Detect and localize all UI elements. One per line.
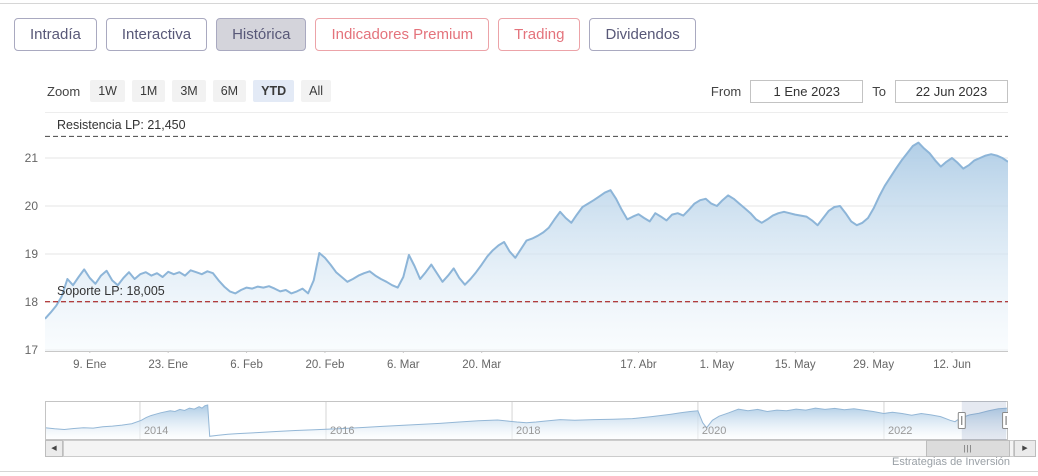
bottom-divider: [0, 471, 1038, 472]
x-axis-label: 20. Mar: [462, 359, 502, 371]
zoom-presets: Zoom 1W 1M 3M 6M YTD All: [47, 80, 332, 102]
zoom-ytd-button[interactable]: YTD: [253, 80, 295, 102]
resistance-line-label: Resistencia LP: 21,450: [57, 118, 186, 133]
y-axis-label: 21: [24, 151, 38, 165]
scrollbar-left-arrow-icon[interactable]: ◀: [45, 440, 63, 457]
from-label: From: [710, 84, 742, 99]
zoom-all-button[interactable]: All: [301, 80, 332, 102]
navigator-right-handle[interactable]: [1002, 412, 1008, 429]
y-axis-label: 17: [24, 343, 38, 357]
navigator-area[interactable]: [45, 401, 1008, 440]
zoom-1w-button[interactable]: 1W: [90, 80, 125, 102]
tab-interactiva[interactable]: Interactiva: [105, 18, 208, 51]
from-date-input[interactable]: [750, 80, 864, 103]
x-axis-label: 6. Feb: [230, 359, 263, 371]
tab-intradia[interactable]: Intradía: [14, 18, 97, 51]
x-axis-label: 15. May: [774, 359, 816, 371]
y-axis-label: 18: [24, 295, 38, 309]
zoom-6m-button[interactable]: 6M: [212, 80, 247, 102]
price-area-fill: [45, 142, 1008, 352]
tab-dividendos[interactable]: Dividendos: [589, 18, 696, 51]
x-axis-label: 29. May: [853, 359, 895, 371]
x-axis-label: 9. Ene: [73, 359, 107, 371]
scrollbar-thumb[interactable]: |||: [926, 440, 1010, 457]
top-divider: [0, 3, 1038, 4]
zoom-1m-button[interactable]: 1M: [131, 80, 166, 102]
scrollbar-right-arrow-icon[interactable]: ▶: [1014, 440, 1036, 457]
chart-mode-tabs: Intradía Interactiva Histórica Indicador…: [14, 18, 696, 51]
navigator-selected-range[interactable]: [961, 401, 1007, 440]
navigator-left-handle[interactable]: [957, 412, 966, 429]
tab-trading[interactable]: Trading: [498, 18, 581, 51]
x-axis-label: 12. Jun: [933, 359, 971, 371]
navigator-scrollbar: ◀ ||| ▶: [45, 440, 1036, 457]
navigator-area-fill: [45, 405, 1008, 440]
x-axis-label: 23. Ene: [148, 359, 188, 371]
x-axis-label: 17. Abr: [620, 359, 657, 371]
x-axis-label: 20. Feb: [305, 359, 345, 371]
date-range-controls: From To: [711, 80, 1008, 103]
scrollbar-track[interactable]: [63, 440, 1014, 457]
x-axis-label: 6. Mar: [387, 359, 420, 371]
tab-historica[interactable]: Histórica: [216, 18, 307, 51]
y-axis-label: 20: [24, 199, 38, 213]
navigator-line: [45, 404, 1008, 437]
zoom-label: Zoom: [47, 83, 81, 99]
to-date-input[interactable]: [895, 80, 1008, 103]
navigator-year-label: 2020: [701, 425, 727, 437]
support-line-label: Soporte LP: 18,005: [57, 283, 165, 298]
price-line: [45, 141, 1008, 320]
brand-credit: Estrategias de Inversión: [891, 456, 1010, 468]
to-label: To: [872, 84, 886, 99]
navigator-year-label: 2018: [516, 425, 541, 437]
x-axis-label: 1. May: [699, 359, 735, 371]
y-axis-label: 19: [24, 247, 38, 261]
main-chart-area[interactable]: [45, 110, 1008, 353]
navigator-year-label: 2016: [330, 425, 355, 437]
zoom-3m-button[interactable]: 3M: [172, 80, 206, 102]
tab-indicadores-premium[interactable]: Indicadores Premium: [315, 18, 490, 51]
navigator-year-label: 2014: [143, 425, 169, 437]
navigator-year-label: 2022: [887, 425, 913, 437]
